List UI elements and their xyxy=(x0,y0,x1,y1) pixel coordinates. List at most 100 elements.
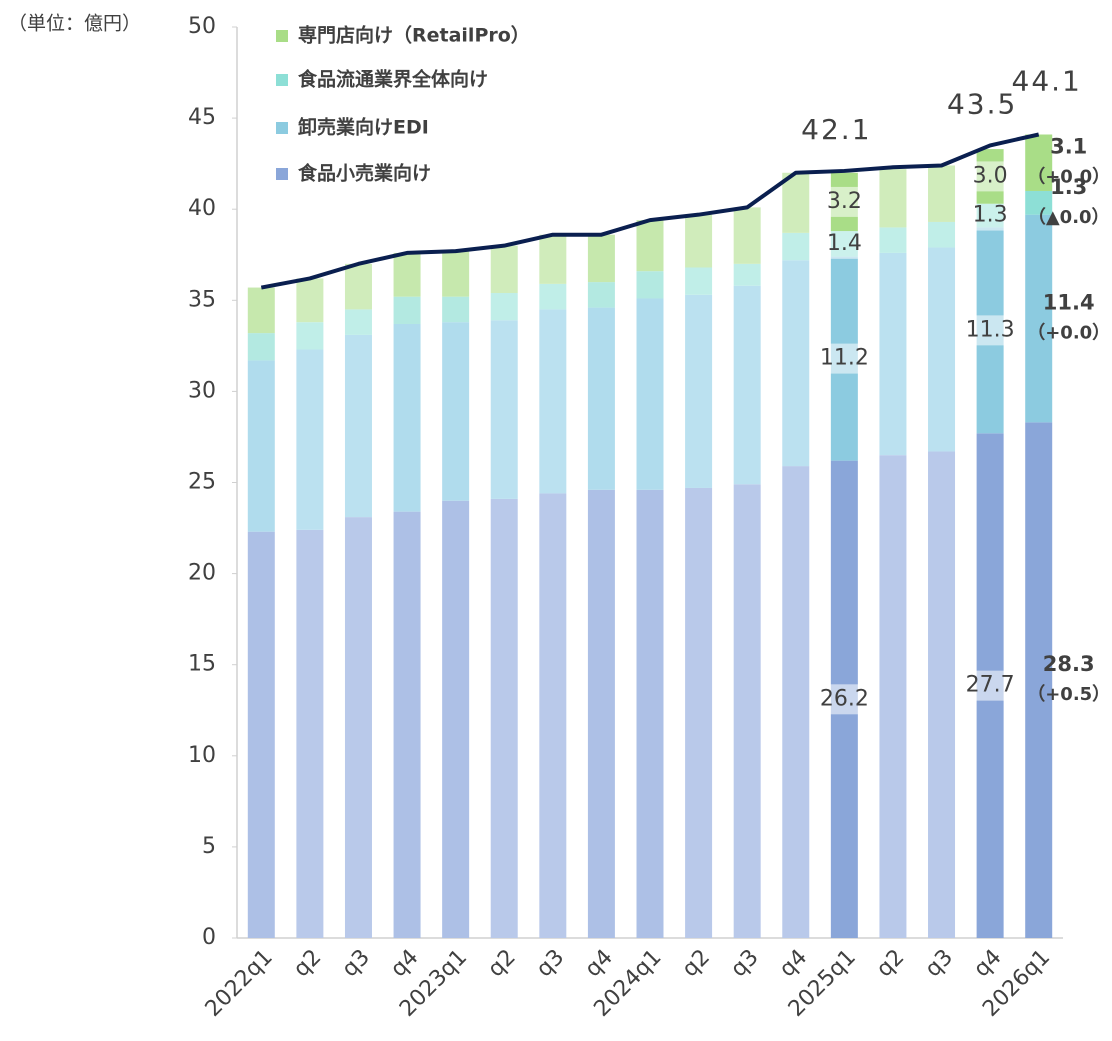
label-bg xyxy=(963,670,1018,701)
bar-segment xyxy=(490,245,518,294)
x-tick-label: q4 xyxy=(969,945,1006,982)
label-bg xyxy=(817,343,872,374)
bar-segment xyxy=(490,293,518,321)
data-label: 1.4 xyxy=(827,231,862,256)
bar-segment xyxy=(247,333,275,361)
bar-segment xyxy=(296,349,324,530)
label-bg xyxy=(963,315,1018,346)
bar-segment xyxy=(587,282,615,308)
legend-swatch xyxy=(276,122,288,134)
bar-segment xyxy=(928,451,956,938)
y-tick-label: 45 xyxy=(188,105,216,130)
bar-segment xyxy=(782,260,810,467)
data-label: 1.3 xyxy=(1050,175,1087,199)
y-tick-label: 5 xyxy=(202,834,216,859)
total-line xyxy=(260,132,1040,290)
y-tick-label: 25 xyxy=(188,470,216,495)
bar-segment xyxy=(1025,134,1053,191)
label-bg xyxy=(963,200,1018,231)
y-tick-label: 30 xyxy=(188,378,216,403)
bar-segment xyxy=(539,493,567,938)
change-label: （▲0.0） xyxy=(1028,207,1110,228)
bar-segment xyxy=(733,484,761,938)
total-label: 44.1 xyxy=(1012,64,1082,97)
total-label: 43.5 xyxy=(947,87,1017,120)
bar-segment xyxy=(344,309,372,335)
bar-segment xyxy=(685,294,713,488)
legend-label: 食品流通業界全体向け xyxy=(298,68,488,91)
bar-segment xyxy=(879,252,907,456)
data-label: 3.1 xyxy=(1050,135,1087,159)
bar-segment xyxy=(636,220,664,272)
bar-segment xyxy=(587,489,615,938)
label-bg xyxy=(817,684,872,715)
bar-segment xyxy=(879,455,907,938)
bar-segment xyxy=(1025,214,1053,423)
bar-segment xyxy=(393,323,421,512)
bar-segment xyxy=(685,267,713,295)
y-tick-label: 15 xyxy=(188,652,216,677)
bar-segment xyxy=(247,360,275,532)
data-label: 11.2 xyxy=(820,346,869,371)
bar-segment xyxy=(1025,422,1053,938)
y-tick-label: 35 xyxy=(188,287,216,312)
x-tick-label: q2 xyxy=(678,945,715,982)
data-label: 11.3 xyxy=(966,317,1015,342)
bar-segment xyxy=(344,334,372,518)
bar-segment xyxy=(782,172,810,233)
bar-segment xyxy=(636,489,664,938)
bar-segment xyxy=(393,296,421,324)
bar-segment xyxy=(247,531,275,938)
bar-segment xyxy=(296,322,324,350)
x-tick-label: q3 xyxy=(532,945,569,982)
bar-segment xyxy=(393,252,421,297)
data-label: 3.2 xyxy=(827,189,862,214)
change-label: （+0.0） xyxy=(1027,167,1110,188)
change-label: （+0.5） xyxy=(1027,684,1110,705)
x-tick-label: q4 xyxy=(580,945,617,982)
bar-segment xyxy=(539,309,567,494)
bar-segment xyxy=(490,320,518,499)
bar-segment xyxy=(733,263,761,286)
bar-segment xyxy=(928,165,956,222)
legend-label: 専門店向け（RetailPro） xyxy=(298,24,530,47)
legend-swatch xyxy=(276,168,288,180)
x-tick-label: q2 xyxy=(483,945,520,982)
bar-segment xyxy=(587,234,615,283)
legend-swatch xyxy=(276,30,288,42)
bar-segment xyxy=(636,271,664,299)
data-label: 26.2 xyxy=(820,686,869,711)
x-tick-label: q4 xyxy=(775,945,812,982)
y-tick-label: 20 xyxy=(188,561,216,586)
bar-segment xyxy=(782,466,810,938)
y-tick-label: 10 xyxy=(188,743,216,768)
bar-segment xyxy=(393,511,421,938)
bar-segment xyxy=(442,296,470,323)
unit-label: （単位：億円） xyxy=(8,13,141,35)
x-tick-label: q3 xyxy=(338,945,375,982)
bar-segment xyxy=(733,207,761,264)
x-tick-label: q3 xyxy=(921,945,958,982)
bar-segment xyxy=(247,287,275,334)
bar-segment xyxy=(344,517,372,938)
bar-segment xyxy=(344,263,372,310)
bar-segment xyxy=(879,169,907,228)
bar-segment xyxy=(296,529,324,938)
x-tick-label: q2 xyxy=(289,945,326,982)
bar-segment xyxy=(442,500,470,938)
x-tick-label: 2022q1 xyxy=(201,945,278,1022)
legend-label: 卸売業向けEDI xyxy=(298,116,429,139)
change-label: （+0.0） xyxy=(1027,323,1110,344)
x-tick-label: q2 xyxy=(872,945,909,982)
x-tick-label: q4 xyxy=(386,945,423,982)
bar-segment xyxy=(442,322,470,501)
label-bg xyxy=(817,228,872,259)
bar-segment xyxy=(928,221,956,248)
total-label: 42.1 xyxy=(801,113,871,146)
bar-segment xyxy=(636,298,664,490)
data-label: 11.4 xyxy=(1043,291,1095,315)
y-tick-label: 50 xyxy=(188,14,216,39)
bar-segment xyxy=(587,307,615,490)
bar-segment xyxy=(733,285,761,485)
label-bg xyxy=(963,161,1018,192)
